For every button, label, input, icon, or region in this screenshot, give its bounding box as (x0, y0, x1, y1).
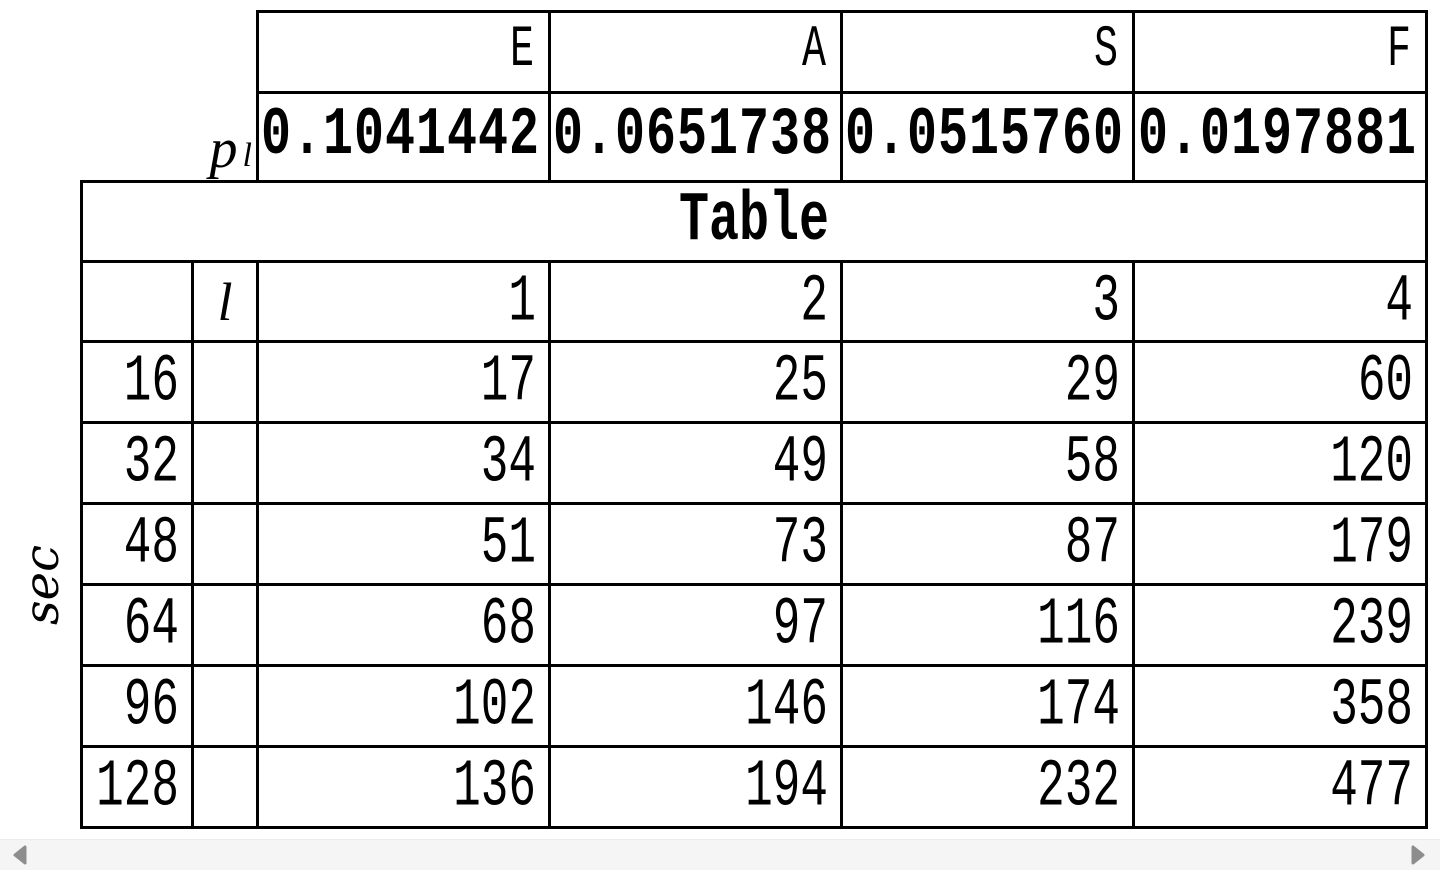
table-row: 32 34 49 58 120 (80, 421, 1429, 505)
corner-cell (80, 260, 194, 343)
table-row: 96 102 146 174 358 (80, 664, 1429, 748)
data-cell[interactable]: 239 (1131, 583, 1429, 667)
left-arrow-icon (11, 844, 29, 866)
spacer-cell (191, 583, 259, 667)
spacer-cell (191, 421, 259, 505)
table-title: Table (679, 181, 830, 261)
spacer-cell (191, 502, 259, 586)
data-cell[interactable]: 194 (548, 745, 843, 829)
data-cell[interactable]: 51 (256, 502, 551, 586)
column-header-row: l 1 2 3 4 (80, 260, 1429, 343)
col-header-4[interactable]: 4 (1131, 260, 1429, 343)
data-cell[interactable]: 60 (1131, 340, 1429, 424)
data-cell[interactable]: 17 (256, 340, 551, 424)
table-row: 64 68 97 116 239 (80, 583, 1429, 667)
col-header-1[interactable]: 1 (256, 260, 551, 343)
row-header-32[interactable]: 32 (80, 421, 194, 505)
prob-col-letter-F[interactable]: F (1132, 10, 1428, 94)
spacer-cell (191, 664, 259, 748)
horizontal-scrollbar[interactable] (0, 839, 1440, 870)
data-cell[interactable]: 58 (840, 421, 1135, 505)
row-header-64[interactable]: 64 (80, 583, 194, 667)
right-arrow-icon (1409, 844, 1427, 866)
probability-letters-row: E A S F (256, 10, 1428, 94)
table-title-cell: Table (79, 180, 1429, 263)
prob-value-cell[interactable]: 0.0197881 (1132, 91, 1428, 183)
data-cell[interactable]: 174 (840, 664, 1135, 748)
col-header-2[interactable]: 2 (548, 260, 843, 343)
data-cell[interactable]: 179 (1131, 502, 1429, 586)
p-label-base: p (209, 118, 238, 181)
data-cell[interactable]: 232 (840, 745, 1135, 829)
data-cell[interactable]: 116 (840, 583, 1135, 667)
data-cell[interactable]: 73 (548, 502, 843, 586)
data-cell[interactable]: 29 (840, 340, 1135, 424)
data-cell[interactable]: 120 (1131, 421, 1429, 505)
data-cell[interactable]: 97 (548, 583, 843, 667)
row-header-16[interactable]: 16 (80, 340, 194, 424)
data-cell[interactable]: 358 (1131, 664, 1429, 748)
data-cell[interactable]: 87 (840, 502, 1135, 586)
data-cell[interactable]: 25 (548, 340, 843, 424)
table-row: 16 17 25 29 60 (80, 340, 1429, 424)
spacer-cell (191, 340, 259, 424)
spacer-cell (191, 745, 259, 829)
prob-value-cell[interactable]: 0.0515760 (840, 91, 1135, 183)
table-row: 128 136 194 232 477 (80, 745, 1429, 829)
row-header-96[interactable]: 96 (80, 664, 194, 748)
data-cell[interactable]: 146 (548, 664, 843, 748)
data-cell[interactable]: 49 (548, 421, 843, 505)
data-cell[interactable]: 34 (256, 421, 551, 505)
table-title-row: Table (79, 180, 1429, 263)
data-cell[interactable]: 68 (256, 583, 551, 667)
probability-header-table: E A S F 0.1041442 0.0651738 0.0515760 0.… (256, 10, 1428, 183)
probability-values-row: 0.1041442 0.0651738 0.0515760 0.0197881 (256, 91, 1428, 183)
prob-col-letter-S[interactable]: S (840, 10, 1135, 94)
scroll-left-button[interactable] (11, 844, 29, 866)
p-label-subscript: l (242, 137, 252, 174)
index-label-l: l (217, 271, 233, 332)
data-cell[interactable]: 136 (256, 745, 551, 829)
data-table: Table l 1 2 3 4 16 17 25 29 60 32 34 49 … (79, 180, 1429, 829)
prob-col-letter-E[interactable]: E (256, 10, 551, 94)
table-row: 48 51 73 87 179 (80, 502, 1429, 586)
data-cell[interactable]: 477 (1131, 745, 1429, 829)
row-header-48[interactable]: 48 (80, 502, 194, 586)
index-label-cell: l (191, 260, 259, 343)
col-header-3[interactable]: 3 (840, 260, 1135, 343)
prob-value-cell[interactable]: 0.1041442 (256, 91, 551, 183)
sec-axis-label: sec (14, 545, 70, 625)
prob-value-cell[interactable]: 0.0651738 (548, 91, 843, 183)
row-header-128[interactable]: 128 (80, 745, 194, 829)
data-cell[interactable]: 102 (256, 664, 551, 748)
scroll-right-button[interactable] (1409, 844, 1427, 866)
prob-col-letter-A[interactable]: A (548, 10, 843, 94)
